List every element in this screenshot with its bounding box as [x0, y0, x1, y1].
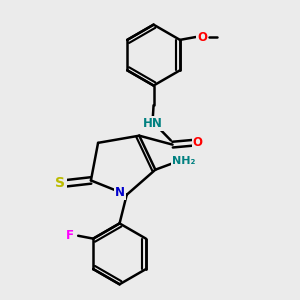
- Text: HN: HN: [143, 117, 163, 130]
- Text: NH₂: NH₂: [172, 156, 196, 166]
- Text: S: S: [56, 176, 65, 190]
- Text: F: F: [66, 229, 74, 242]
- Text: O: O: [193, 136, 202, 149]
- Text: N: N: [115, 187, 125, 200]
- Text: O: O: [197, 31, 207, 44]
